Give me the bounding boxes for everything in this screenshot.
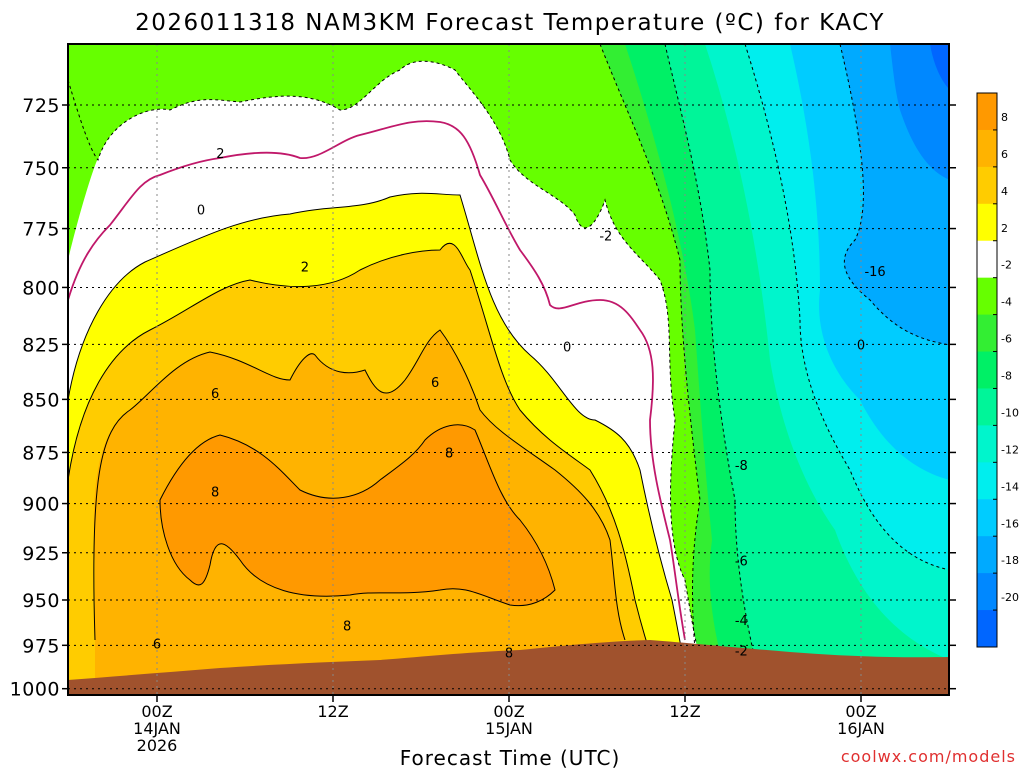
y-tick-label: 950 bbox=[22, 590, 60, 612]
contour-label: -16 bbox=[864, 265, 885, 280]
y-tick-label: 875 bbox=[22, 442, 60, 464]
contour-label: 8 bbox=[445, 446, 453, 461]
band-plus8 bbox=[160, 424, 555, 606]
freezing-line bbox=[68, 120, 686, 641]
colorbar-label: -4 bbox=[1001, 296, 1012, 309]
colorbar: 8 6 4 2 -2 -4 -6 -8 -10 -12 -14 -16 -18 -20 bbox=[976, 92, 1019, 648]
ground bbox=[68, 640, 949, 695]
x-tick-label: 00Z bbox=[845, 702, 876, 721]
colorbar-swatch bbox=[977, 536, 997, 574]
chart-title: 2026011318 NAM3KM Forecast Temperature (… bbox=[135, 10, 885, 36]
colorbar-label: -10 bbox=[1001, 406, 1019, 419]
contour-label: 8 bbox=[505, 646, 513, 661]
contour-line-minus2 bbox=[68, 60, 701, 661]
colorbar-swatch bbox=[977, 573, 997, 611]
y-tick-label: 900 bbox=[22, 494, 60, 516]
colorbar-label: 8 bbox=[1001, 111, 1008, 124]
colorbar-swatch bbox=[977, 203, 997, 242]
contour-line-plus4 bbox=[68, 242, 666, 695]
x-tick-label: 00Z bbox=[493, 702, 524, 721]
contour-label: -6 bbox=[735, 554, 748, 569]
colorbar-swatch bbox=[977, 240, 997, 279]
band-minus20 bbox=[890, 44, 949, 180]
x-tick-label: 15JAN bbox=[485, 719, 533, 738]
colorbar-label: -16 bbox=[1001, 517, 1019, 530]
x-tick-label: 12Z bbox=[317, 702, 348, 721]
contour-line-minus10 bbox=[664, 44, 761, 681]
colorbar-swatch bbox=[977, 425, 997, 463]
x-tick-label: 14JAN bbox=[133, 719, 181, 738]
contour-label: 0 bbox=[197, 203, 205, 218]
colorbar-label: -12 bbox=[1001, 443, 1019, 456]
y-tick-label: 975 bbox=[22, 635, 60, 657]
contour-label: 8 bbox=[211, 485, 219, 500]
contour-line-plus8 bbox=[159, 424, 556, 607]
x-tick-label: 16JAN bbox=[837, 719, 885, 738]
band-minus22 bbox=[930, 44, 949, 89]
y-tick-label: 850 bbox=[22, 389, 60, 411]
colorbar-label: -14 bbox=[1001, 480, 1019, 493]
contour-label: 6 bbox=[153, 638, 161, 653]
colorbar-label: -8 bbox=[1001, 370, 1012, 383]
contour-line-plus2 bbox=[68, 192, 691, 695]
colorbar-swatch bbox=[977, 166, 997, 205]
y-tick-label: 825 bbox=[22, 334, 60, 356]
contour-label: -4 bbox=[735, 614, 748, 629]
contour-label: 0 bbox=[857, 338, 865, 353]
x-axis-title: Forecast Time (UTC) bbox=[400, 746, 621, 768]
y-tick-label: 800 bbox=[22, 277, 60, 299]
contour-line-minus6 bbox=[599, 44, 701, 695]
contour-label: -8 bbox=[735, 459, 748, 474]
x-tick-label: 2026 bbox=[137, 736, 178, 755]
colorbar-label: -20 bbox=[1001, 591, 1019, 604]
y-tick-label: 775 bbox=[22, 219, 60, 241]
colorbar-label: 6 bbox=[1001, 148, 1008, 161]
colorbar-label: 4 bbox=[1001, 185, 1008, 198]
colorbar-swatch bbox=[977, 314, 997, 353]
contour-label: -2 bbox=[599, 230, 612, 245]
y-tick-label: 725 bbox=[22, 95, 60, 117]
colorbar-swatch bbox=[977, 610, 997, 648]
contour-label: 8 bbox=[343, 620, 351, 635]
colorbar-swatch bbox=[977, 388, 997, 426]
colorbar-swatch bbox=[977, 93, 997, 131]
colorbar-label: -6 bbox=[1001, 333, 1012, 346]
colorbar-frame bbox=[976, 92, 998, 648]
colorbar-swatch bbox=[977, 129, 997, 168]
contour-line-minus14 bbox=[744, 44, 949, 571]
y-tick-label: 925 bbox=[22, 543, 60, 565]
credit-text: coolwx.com/models bbox=[841, 747, 1016, 766]
contour-line-plus6 bbox=[93, 329, 626, 641]
contour-label: 2 bbox=[301, 260, 309, 275]
y-tick-label: 750 bbox=[22, 158, 60, 180]
plot-area: 2 0 2 -2 0 6 6 8 8 6 8 8 -16 0 -8 -6 -4 -2 bbox=[68, 44, 949, 695]
colorbar-label: 2 bbox=[1001, 222, 1008, 235]
colorbar-swatch bbox=[977, 351, 997, 389]
colorbar-label: -2 bbox=[1001, 259, 1012, 272]
contour-label: -2 bbox=[735, 645, 748, 660]
contour-label: 0 bbox=[563, 341, 571, 356]
x-tick-label: 00Z bbox=[141, 702, 172, 721]
contour-labels: 2 0 2 -2 0 6 6 8 8 6 8 8 -16 0 -8 -6 -4 -2 bbox=[153, 147, 886, 662]
colorbar-swatch bbox=[977, 499, 997, 537]
contour-label: 6 bbox=[431, 376, 439, 391]
colorbar-swatch bbox=[977, 277, 997, 316]
contour-label: 2 bbox=[216, 147, 224, 162]
colorbar-swatch bbox=[977, 462, 997, 500]
y-tick-label: 1000 bbox=[10, 679, 60, 701]
contour-label: 6 bbox=[211, 387, 219, 402]
x-tick-label: 12Z bbox=[669, 702, 700, 721]
grid-lines bbox=[68, 44, 949, 695]
contour-line-minus18 bbox=[839, 44, 949, 346]
colorbar-label: -18 bbox=[1001, 554, 1019, 567]
